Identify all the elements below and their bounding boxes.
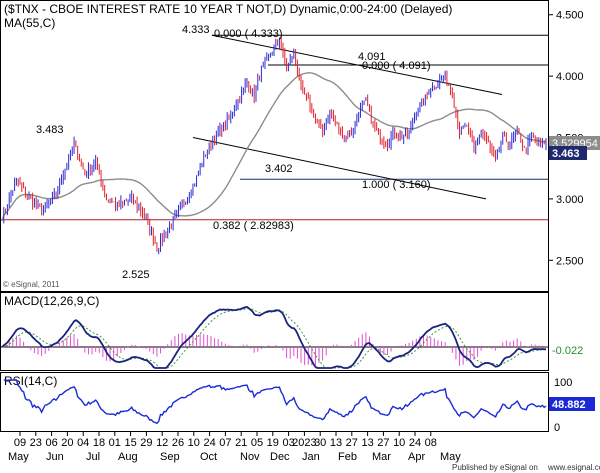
- time-tick-label: 20: [61, 437, 73, 449]
- ma-55-line: [1, 72, 546, 222]
- price-tick-label: 4.000: [556, 71, 584, 83]
- watermark: © eSignal, 2011: [3, 280, 60, 289]
- upper-channel-line: [211, 34, 503, 96]
- rsi-value-badge: [549, 397, 595, 411]
- time-tick-label: 04: [77, 437, 89, 449]
- time-tick-label: 24: [203, 437, 215, 449]
- time-tick-label: 08: [425, 437, 437, 449]
- annotation-3483: 3.483: [36, 124, 64, 136]
- time-tick-label: 06: [45, 437, 57, 449]
- last-price-text: 3.463: [552, 148, 580, 160]
- time-tick-label: 10: [188, 437, 200, 449]
- time-tick-label: 27: [346, 437, 358, 449]
- drawing-tools: [1, 34, 548, 221]
- macd-value-badge: [549, 343, 589, 357]
- macd-value-text: -0.022: [552, 345, 583, 357]
- month-label: May: [8, 451, 29, 463]
- time-axis: 09 23 06 20 04 18 01 15 29 12 26 10 24 07 21 05 19 032023…: [8, 432, 461, 463]
- chart-title: ($TNX - CBOE INTEREST RATE 10 YEAR T NOT…: [4, 2, 452, 16]
- price-tick-label: 4.500: [556, 10, 584, 22]
- annotation-4091: 4.091: [358, 51, 386, 63]
- annotation-fib-0382: 0.382 ( 2.82983): [213, 220, 294, 232]
- time-tick-label: 15: [124, 437, 136, 449]
- annotation-2525: 2.525: [122, 269, 150, 281]
- month-label: Apr: [408, 451, 425, 463]
- macd-line: [1, 306, 547, 369]
- time-tick-label: 26: [172, 437, 184, 449]
- time-tick-label: 01: [109, 437, 121, 449]
- last-price-badge: [549, 146, 587, 160]
- month-label: Oct: [200, 451, 217, 463]
- time-tick-label: 13: [330, 437, 342, 449]
- annotation-4333: 4.333: [182, 24, 210, 36]
- month-label: Mar: [372, 451, 391, 463]
- time-tick-label: 23: [30, 437, 42, 449]
- month-label: May: [440, 451, 461, 463]
- month-label: Jul: [86, 451, 100, 463]
- rsi-value-text: 48.882: [552, 399, 586, 411]
- time-tick-label: 29: [140, 437, 152, 449]
- price-panel-frame: [0, 0, 549, 292]
- annotation-fib-4333: 0.000 ( 4.333): [214, 28, 283, 40]
- annotation-fib-4091: 0.000 ( 4.091): [362, 60, 431, 72]
- month-label: Nov: [240, 451, 260, 463]
- time-tick-label: 13: [361, 437, 373, 449]
- month-label: Aug: [118, 451, 138, 463]
- time-tick-label: 10: [393, 437, 405, 449]
- time-tick-label: 05: [251, 437, 263, 449]
- annotation-3402: 3.402: [265, 163, 293, 175]
- rsi-line: [3, 379, 547, 425]
- candlestick-series: [3, 35, 547, 255]
- time-tick-label: 03: [282, 437, 294, 449]
- month-label: Dec: [270, 451, 290, 463]
- price-tick-label: 3.000: [556, 194, 584, 206]
- time-tick-label: 24: [409, 437, 421, 449]
- footer-site: www.esignal.com: [547, 463, 600, 472]
- time-tick-label: 19: [267, 437, 279, 449]
- month-label: Sep: [160, 451, 180, 463]
- time-tick-label: 07: [219, 437, 231, 449]
- rsi-tick-100: 100: [554, 377, 572, 389]
- time-tick-label: 27: [377, 437, 389, 449]
- rsi-tick-0: 0: [554, 422, 560, 434]
- time-tick-label: 12: [156, 437, 168, 449]
- lower-channel-line: [192, 137, 487, 200]
- annotation-fib-3160: 1.000 ( 3.160): [362, 179, 431, 191]
- ma-indicator-label: MA(55,C): [4, 16, 55, 30]
- time-tick-label: 21: [235, 437, 247, 449]
- month-label: Feb: [338, 451, 357, 463]
- macd-histogram: [5, 332, 547, 367]
- footer-published: Published by eSignal on: [452, 463, 538, 472]
- rsi-title: RSI(14,C): [4, 374, 57, 388]
- time-tick-label: 2023: [292, 437, 316, 449]
- macd-panel-frame: [0, 292, 549, 371]
- macd-title: MACD(12,26,9,C): [4, 294, 99, 308]
- month-label: Jun: [46, 451, 64, 463]
- month-label: Jan: [302, 451, 320, 463]
- time-tick-label: 09: [14, 437, 26, 449]
- time-tick-label: 18: [93, 437, 105, 449]
- time-tick-label: 30: [314, 437, 326, 449]
- price-tick-label: 2.500: [556, 255, 584, 267]
